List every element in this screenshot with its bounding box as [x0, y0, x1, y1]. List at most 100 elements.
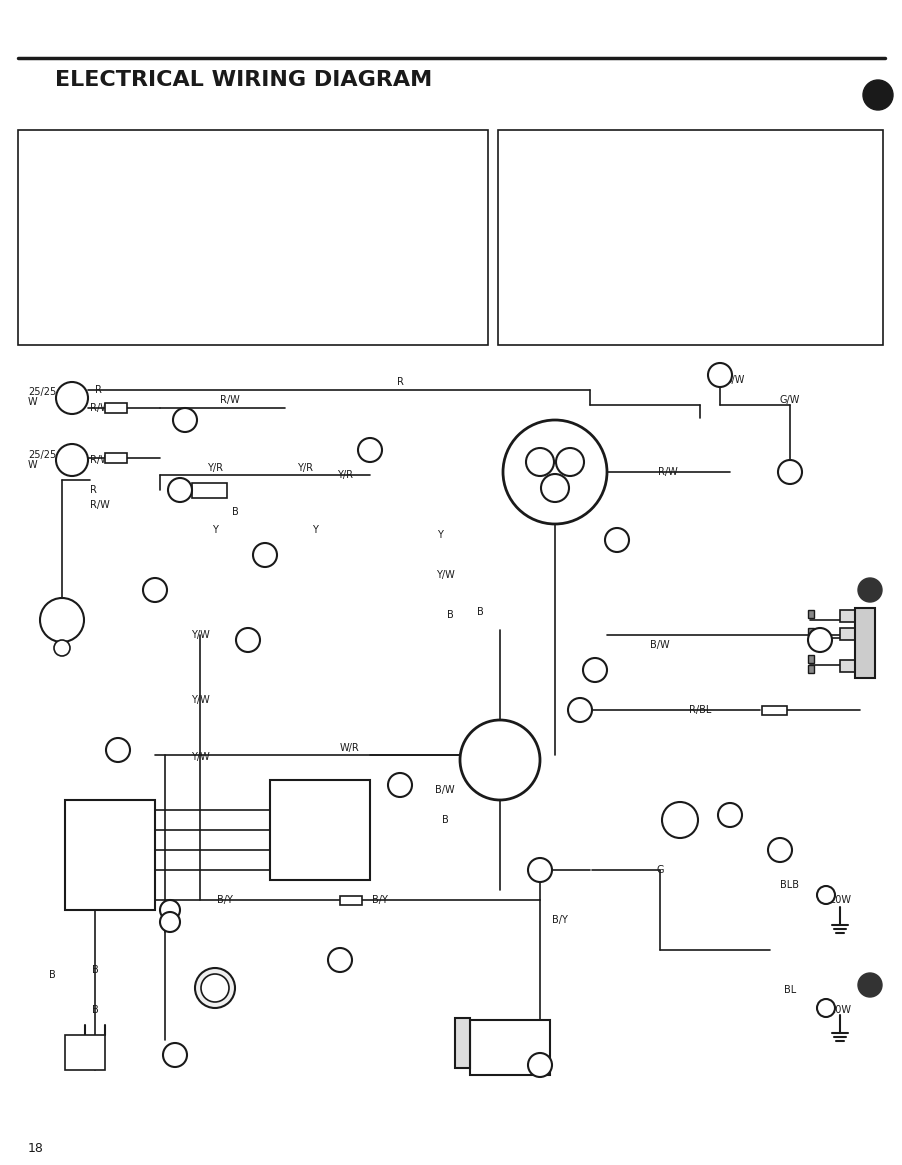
Bar: [839, 628, 869, 640]
Text: W/R: W/R: [282, 791, 300, 799]
Text: 7.  Charging light: 7. Charging light: [30, 253, 124, 263]
Text: 10. Horn button: 10. Horn button: [30, 308, 116, 317]
Text: 9.  Horn: 9. Horn: [30, 289, 73, 299]
Bar: [497, 130, 882, 345]
Text: 18. Voltage regulator: 18. Voltage regulator: [250, 253, 364, 263]
Circle shape: [857, 578, 881, 602]
Text: =: =: [602, 212, 612, 226]
Text: Y: Y: [582, 191, 589, 204]
Text: B: B: [671, 811, 677, 821]
Text: W/B: W/B: [325, 870, 340, 880]
Text: 8: 8: [612, 535, 621, 545]
Bar: [455, 1018, 469, 1068]
Text: 12: 12: [572, 705, 586, 715]
Text: IG: IG: [535, 475, 544, 485]
Text: B: B: [441, 816, 448, 825]
Text: 50: 50: [511, 765, 523, 775]
Text: Y: Y: [437, 530, 443, 541]
Circle shape: [163, 1043, 187, 1067]
Text: S: S: [167, 905, 173, 915]
Text: F: F: [350, 816, 354, 825]
Circle shape: [857, 973, 881, 997]
Bar: [469, 1021, 549, 1075]
Circle shape: [143, 578, 167, 602]
Text: 18: 18: [392, 781, 407, 790]
Text: B: B: [446, 610, 453, 620]
Bar: [105, 453, 127, 463]
Text: BLUE: BLUE: [624, 212, 654, 226]
Text: R/W: R/W: [90, 456, 110, 465]
Text: W/B: W/B: [282, 866, 300, 875]
Text: B: B: [91, 1005, 98, 1015]
Text: =: =: [602, 169, 612, 182]
Text: A: A: [350, 804, 355, 812]
Text: GREEN: GREEN: [624, 256, 665, 269]
Text: 7: 7: [244, 635, 252, 645]
Circle shape: [201, 974, 229, 1002]
Circle shape: [56, 382, 87, 414]
Text: 16. Heater signal: 16. Heater signal: [250, 217, 343, 227]
Text: YELLOW: YELLOW: [624, 191, 672, 204]
Circle shape: [567, 698, 592, 722]
Text: R/W: R/W: [220, 395, 240, 405]
Circle shape: [583, 658, 606, 682]
Text: R/W: R/W: [90, 500, 110, 510]
Text: 19. Starter motor: 19. Starter motor: [250, 271, 345, 281]
Bar: [192, 483, 226, 497]
Text: B: B: [49, 970, 55, 980]
Text: Y: Y: [282, 835, 288, 845]
Text: L₁: L₁: [535, 458, 544, 466]
Text: BL: BL: [575, 212, 589, 226]
Text: B: B: [581, 234, 589, 247]
Bar: [807, 665, 813, 673]
Text: 20: 20: [168, 1050, 182, 1060]
Text: =: =: [602, 191, 612, 204]
Circle shape: [540, 474, 568, 502]
Text: 2: 2: [151, 585, 159, 595]
Circle shape: [253, 543, 277, 567]
Bar: [807, 628, 813, 636]
Text: 11: 11: [812, 635, 826, 645]
Bar: [65, 1035, 105, 1069]
Text: BAT: BAT: [548, 447, 562, 457]
Circle shape: [528, 857, 551, 882]
Circle shape: [767, 838, 791, 862]
Text: BL: BL: [783, 984, 796, 995]
Text: 25/25: 25/25: [28, 387, 56, 397]
Circle shape: [661, 802, 697, 838]
Text: R: R: [95, 384, 102, 395]
Circle shape: [526, 449, 554, 476]
Text: 12. Starter switch: 12. Starter switch: [250, 144, 346, 155]
Text: 18: 18: [28, 1142, 44, 1155]
Text: +: +: [75, 1042, 87, 1055]
Text: B: B: [232, 507, 238, 517]
Text: 4: 4: [181, 415, 189, 425]
Text: 13. Flashing unit: 13. Flashing unit: [250, 163, 340, 172]
Text: A: A: [77, 850, 84, 860]
Text: ABBREVIATIONS OF WIRE COLORS: ABBREVIATIONS OF WIRE COLORS: [579, 141, 779, 155]
Text: E: E: [325, 816, 330, 825]
Text: G/W: G/W: [724, 375, 744, 384]
Text: Y: Y: [312, 525, 318, 535]
Bar: [761, 706, 787, 715]
Circle shape: [707, 363, 732, 387]
Text: 1.  Headlights: 1. Headlights: [30, 144, 106, 155]
Text: Y/R: Y/R: [336, 469, 353, 480]
Text: W/R: W/R: [340, 743, 360, 753]
Text: 1G: 1G: [327, 791, 339, 799]
Text: BLB: BLB: [779, 880, 798, 890]
Text: 14. Turn indicators: 14. Turn indicators: [250, 181, 350, 191]
Text: 8.  Key switch: 8. Key switch: [30, 271, 105, 281]
Text: 1: 1: [59, 643, 65, 654]
Text: 9: 9: [715, 370, 723, 380]
Text: B/W: B/W: [649, 640, 669, 650]
Text: 21. Alternator: 21. Alternator: [250, 308, 325, 317]
Text: 5: 5: [366, 445, 373, 456]
Circle shape: [40, 598, 84, 642]
Text: 17: 17: [481, 751, 494, 761]
Text: 19: 19: [208, 983, 221, 993]
Circle shape: [556, 449, 584, 476]
Text: R: R: [90, 485, 97, 495]
Circle shape: [168, 478, 192, 502]
Text: L: L: [325, 805, 329, 814]
